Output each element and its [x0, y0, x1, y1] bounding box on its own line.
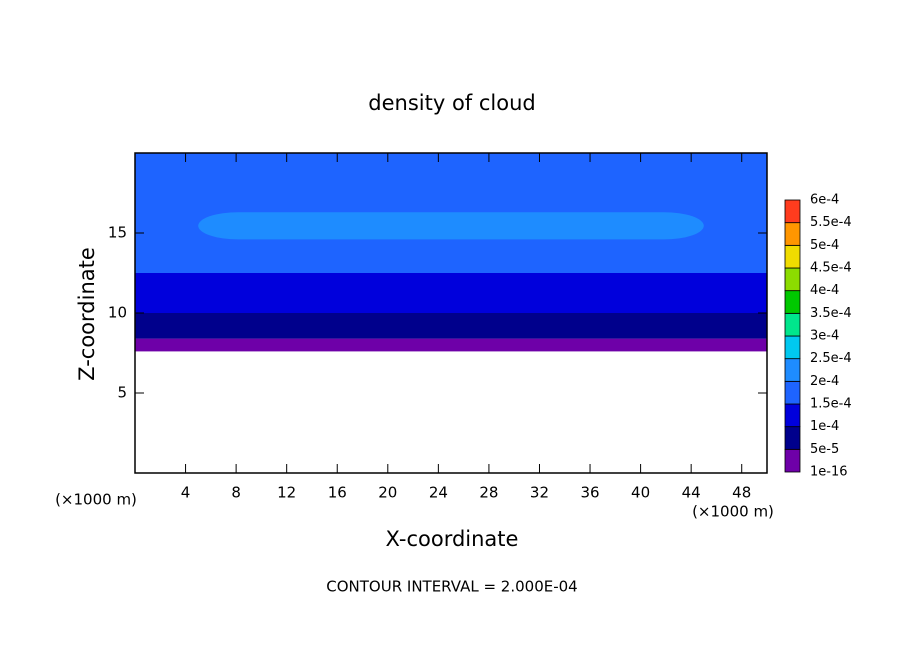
x-tick-label: 16	[328, 484, 347, 502]
x-tick-label: 44	[682, 484, 701, 502]
y-axis-label: Z-coordinate	[75, 247, 99, 381]
x-tick-label: 32	[530, 484, 549, 502]
colorbar-box	[784, 290, 801, 314]
colorbar-box	[784, 358, 801, 382]
colorbar-box	[784, 312, 801, 337]
contour-band	[135, 273, 767, 313]
x-axis-label: X-coordinate	[386, 527, 519, 551]
y-tick-label: 5	[117, 384, 127, 402]
colorbar-box	[784, 199, 801, 224]
y-tick-label: 15	[108, 224, 127, 242]
x-tick-label: 48	[732, 484, 751, 502]
colorbar-label: 5e-5	[810, 442, 839, 457]
x-tick-label: 12	[277, 484, 296, 502]
x-tick-label: 36	[580, 484, 599, 502]
colorbar-label: 4.5e-4	[810, 261, 852, 276]
y-unit-label: (×1000 m)	[55, 491, 137, 509]
colorbar-box	[784, 403, 801, 428]
colorbar-label: 5.5e-4	[810, 215, 852, 230]
colorbar-label: 2.5e-4	[810, 351, 852, 366]
colorbar-label: 5e-4	[810, 238, 839, 253]
x-unit-label: (×1000 m)	[692, 503, 774, 521]
x-tick-label: 20	[378, 484, 397, 502]
y-tick-label: 10	[108, 304, 127, 322]
colorbar-box	[784, 426, 801, 450]
x-tick-label: 28	[479, 484, 498, 502]
colorbar-box	[784, 380, 801, 405]
x-tick-label: 40	[631, 484, 650, 502]
colorbar-box	[784, 448, 801, 473]
x-tick-label: 8	[231, 484, 241, 502]
chart-title: density of cloud	[368, 91, 535, 115]
colorbar-label: 2e-4	[810, 374, 839, 389]
contour-band	[198, 212, 704, 240]
colorbar-label: 1.5e-4	[810, 397, 852, 412]
contour-interval: CONTOUR INTERVAL = 2.000E-04	[326, 578, 577, 596]
colorbar-label: 3.5e-4	[810, 306, 852, 321]
colorbar-box	[784, 244, 801, 269]
x-tick-label: 4	[181, 484, 191, 502]
colorbar-label: 1e-16	[810, 465, 848, 480]
colorbar-box	[784, 222, 801, 246]
colorbar-label: 1e-4	[810, 419, 839, 434]
colorbar-label: 3e-4	[810, 329, 839, 344]
contour-band	[135, 338, 767, 352]
colorbar-box	[784, 335, 801, 360]
colorbar-label: 6e-4	[810, 193, 839, 208]
colorbar-label: 4e-4	[810, 283, 839, 298]
x-tick-label: 24	[429, 484, 448, 502]
colorbar-box	[784, 267, 801, 292]
contour-band	[135, 313, 767, 339]
